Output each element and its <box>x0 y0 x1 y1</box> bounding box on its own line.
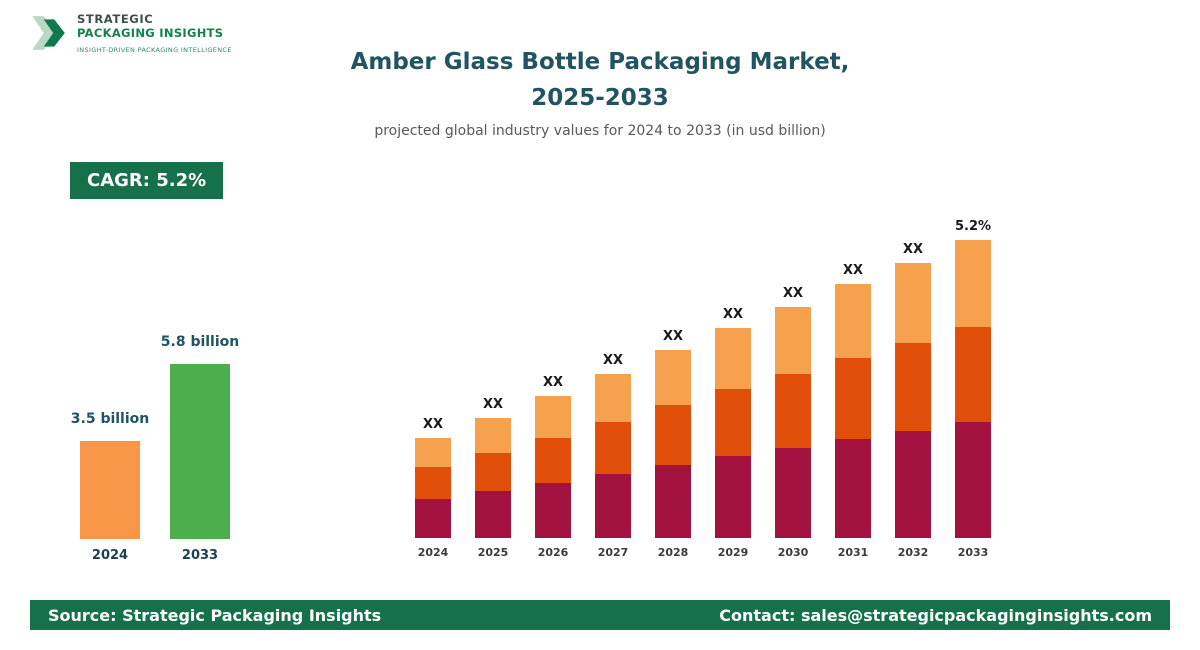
bottom-segment <box>835 439 871 538</box>
comparison-bar <box>80 441 140 539</box>
bar-year-label: 2031 <box>837 546 869 559</box>
bar-group: XX 2024 <box>415 207 451 559</box>
bar-group: XX 2029 <box>715 207 751 559</box>
comparison-bar-group: 5.8 billion 2033 <box>161 309 239 563</box>
top-segment <box>955 240 991 327</box>
middle-segment <box>415 467 451 499</box>
comparison-value-label: 5.8 billion <box>160 334 240 350</box>
comparison-bar-group: 3.5 billion 2024 <box>71 309 149 563</box>
bar-year-label: 2024 <box>417 546 449 559</box>
cagr-badge: CAGR: 5.2% <box>70 162 224 199</box>
bottom-segment <box>475 491 511 538</box>
bar-year-label: 2032 <box>897 546 929 559</box>
bar-year-label: 2029 <box>717 546 749 559</box>
bottom-segment <box>895 431 931 538</box>
bar-year-label: 2028 <box>657 546 689 559</box>
middle-segment <box>655 405 691 465</box>
footer-contact: Contact: sales@strategicpackaginginsight… <box>719 605 1152 625</box>
middle-segment <box>595 422 631 474</box>
stacked-bar <box>415 438 451 538</box>
logo-text: STRATEGIC PACKAGING INSIGHTS INSIGHT-DRI… <box>77 12 232 54</box>
middle-segment <box>715 389 751 456</box>
bar-year-label: 2033 <box>957 546 989 559</box>
bar-value-label: XX <box>422 417 444 432</box>
middle-segment <box>835 358 871 439</box>
bar-value-label: XX <box>542 375 564 390</box>
middle-segment <box>895 343 931 431</box>
top-segment <box>655 350 691 405</box>
bar-value-label: XX <box>602 353 624 368</box>
stacked-bar <box>595 374 631 538</box>
comparison-year-label: 2033 <box>181 548 219 563</box>
bottom-segment <box>535 483 571 538</box>
logo: STRATEGIC PACKAGING INSIGHTS INSIGHT-DRI… <box>30 12 232 54</box>
comparison-chart: 3.5 billion 2024 5.8 billion 2033 <box>71 309 239 563</box>
bar-value-label: XX <box>902 242 924 257</box>
middle-segment <box>475 453 511 491</box>
logo-chevron-icon <box>32 16 65 50</box>
bar-group: XX 2027 <box>595 207 631 559</box>
stacked-bar <box>475 418 511 538</box>
bottom-segment <box>655 465 691 538</box>
stacked-bar <box>535 396 571 538</box>
bar-value-label: 5.2% <box>954 219 992 234</box>
top-segment <box>595 374 631 422</box>
bar-year-label: 2030 <box>777 546 809 559</box>
stacked-bar <box>655 350 691 538</box>
top-segment <box>775 307 811 374</box>
top-segment <box>415 438 451 467</box>
bar-value-label: XX <box>662 329 684 344</box>
bar-group: 5.2% 2033 <box>955 207 991 559</box>
page-subtitle: projected global industry values for 202… <box>374 123 826 139</box>
bar-value-label: XX <box>722 307 744 322</box>
bar-group: XX 2030 <box>775 207 811 559</box>
stacked-bar <box>895 263 931 538</box>
bottom-segment <box>715 456 751 538</box>
page-title-line2: 2025-2033 <box>531 85 669 111</box>
comparison-value-label: 3.5 billion <box>70 411 150 427</box>
logo-tagline: INSIGHT-DRIVEN PACKAGING INTELLIGENCE <box>77 45 232 54</box>
bottom-segment <box>775 448 811 538</box>
bar-year-label: 2027 <box>597 546 629 559</box>
bar-value-label: XX <box>782 286 804 301</box>
bar-value-label: XX <box>842 263 864 278</box>
page-title-line1: Amber Glass Bottle Packaging Market, <box>350 49 850 75</box>
bar-group: XX 2032 <box>895 207 931 559</box>
stacked-bar-chart: XX 2024 XX 2025 XX 2026 XX 2027 XX 2028 XX 2029 XX 20… <box>415 207 991 559</box>
stacked-bar <box>775 307 811 538</box>
middle-segment <box>955 327 991 422</box>
footer-source: Source: Strategic Packaging Insights <box>48 605 382 625</box>
bar-year-label: 2025 <box>477 546 509 559</box>
bar-value-label: XX <box>482 397 504 412</box>
top-segment <box>535 396 571 438</box>
top-segment <box>835 284 871 358</box>
top-segment <box>715 328 751 389</box>
comparison-year-label: 2024 <box>91 548 129 563</box>
bottom-segment <box>955 422 991 538</box>
bar-group: XX 2026 <box>535 207 571 559</box>
bottom-segment <box>415 499 451 538</box>
header: Amber Glass Bottle Packaging Market, 202… <box>250 44 950 139</box>
stacked-bar <box>715 328 751 538</box>
middle-segment <box>535 438 571 483</box>
top-segment <box>895 263 931 343</box>
logo-line2: PACKAGING INSIGHTS <box>77 26 224 41</box>
bar-group: XX 2025 <box>475 207 511 559</box>
bar-year-label: 2026 <box>537 546 569 559</box>
comparison-bar <box>170 364 230 539</box>
top-segment <box>475 418 511 453</box>
logo-line1: STRATEGIC <box>77 12 154 26</box>
stacked-bar <box>835 284 871 538</box>
stacked-bar <box>955 240 991 538</box>
bar-group: XX 2031 <box>835 207 871 559</box>
bottom-segment <box>595 474 631 538</box>
middle-segment <box>775 374 811 448</box>
footer-bar: Source: Strategic Packaging Insights Con… <box>30 600 1170 630</box>
bar-group: XX 2028 <box>655 207 691 559</box>
